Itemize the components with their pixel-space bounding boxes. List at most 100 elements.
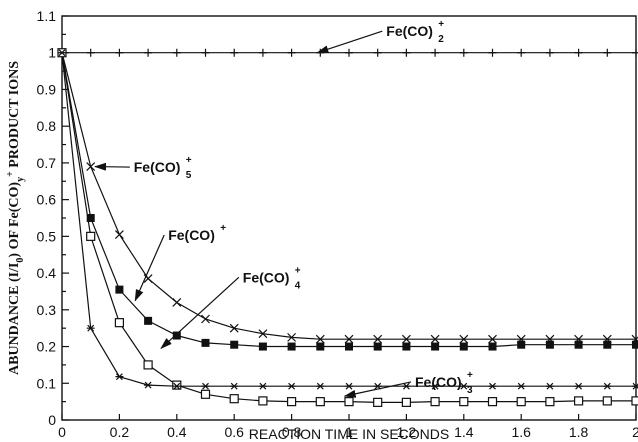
plus-marker (345, 48, 353, 57)
series-line (61, 52, 636, 387)
annotation-label: Fe(CO)2+ (386, 19, 444, 45)
plus-marker (402, 48, 411, 57)
filled-square-marker (373, 342, 382, 351)
asterisk-marker (574, 382, 583, 390)
asterisk-marker (287, 382, 296, 390)
x-tick-label: 0.8 (282, 424, 302, 440)
x-marker (229, 323, 239, 333)
asterisk-marker (316, 382, 325, 390)
filled-square-marker (172, 331, 181, 340)
plus-marker (517, 48, 526, 57)
filled-square-marker (258, 342, 267, 351)
plus-marker (115, 48, 124, 57)
asterisk-marker (488, 382, 497, 390)
plus-marker (488, 48, 497, 57)
filled-square-marker (115, 285, 124, 294)
open-square-marker (545, 397, 555, 407)
filled-square-marker (517, 340, 526, 349)
open-square-marker (459, 397, 469, 407)
plus-marker (632, 48, 638, 57)
annotation-label: Fe(CO)3+ (415, 370, 473, 396)
asterisk-marker (58, 49, 66, 57)
x-marker (344, 334, 354, 344)
annotation-arrow (94, 162, 130, 171)
asterisk-marker (86, 324, 95, 332)
x-marker (201, 314, 210, 324)
open-square-marker (487, 397, 498, 407)
plus-marker (431, 48, 440, 57)
series-line (61, 52, 636, 348)
y-tick-label: 0.3 (37, 302, 57, 318)
asterisk-marker (459, 382, 468, 390)
y-tick-label: 0.8 (37, 118, 57, 134)
open-square-marker (401, 397, 411, 407)
x-marker (258, 329, 268, 339)
asterisk-marker (144, 381, 153, 389)
open-square-marker (573, 396, 584, 406)
filled-square-marker (86, 214, 95, 222)
open-square-marker (344, 397, 354, 407)
x-tick-label: 1.4 (454, 424, 474, 440)
filled-square-marker (287, 342, 296, 351)
plus-marker (459, 48, 468, 57)
plus-marker (258, 48, 267, 57)
plus-marker (172, 48, 181, 57)
open-square-marker (172, 380, 182, 390)
y-tick-label: 1 (48, 45, 56, 61)
plus-marker (603, 48, 612, 57)
annotation-arrow (316, 30, 383, 54)
y-tick-label: 0.9 (37, 81, 57, 97)
x-marker (315, 334, 325, 344)
open-square-marker (143, 360, 153, 370)
asterisk-marker (517, 382, 526, 390)
axis-ticks (61, 15, 637, 421)
open-square-marker (602, 396, 612, 406)
open-square-marker (200, 389, 211, 399)
filled-square-marker (603, 340, 612, 349)
plus-marker (545, 48, 554, 57)
open-square-marker (315, 397, 325, 407)
asterisk-marker (545, 382, 554, 390)
filled-square-marker (488, 342, 497, 351)
y-tick-label: 0.4 (37, 265, 57, 281)
annotation-arrow (134, 234, 165, 302)
filled-square-marker (230, 340, 239, 349)
asterisk-marker (201, 382, 210, 390)
filled-square-marker (144, 316, 153, 325)
asterisk-marker (172, 382, 181, 390)
asterisk-marker (402, 382, 411, 390)
open-square-marker (373, 397, 383, 407)
open-square-marker (287, 397, 297, 407)
y-tick-label: 1.1 (37, 8, 57, 24)
asterisk-marker (431, 382, 440, 390)
open-square-marker (516, 397, 526, 407)
x-marker (114, 230, 124, 239)
filled-square-marker (201, 338, 210, 347)
plus-marker (230, 48, 239, 57)
filled-square-marker (632, 340, 638, 349)
filled-square-marker (402, 342, 411, 351)
series-markers (57, 48, 638, 407)
asterisk-marker (603, 382, 612, 390)
series-line (61, 52, 636, 340)
y-tick-labels: 0 0.1 0.2 0.3 0.4 0.5 0.6 0.7 0.8 0.9 1 1.1 (37, 8, 57, 428)
x-tick-label: 1 (345, 424, 353, 440)
open-square-marker (86, 231, 96, 241)
open-square-marker (229, 394, 239, 404)
open-square-marker (430, 397, 440, 407)
plot-frame (61, 15, 637, 421)
x-marker (430, 334, 440, 344)
y-axis-label: ABUNDANCE (I/I0) OF Fe(CO)y+ PRODUCT ION… (5, 61, 26, 375)
annotations: Fe(CO)2+ Fe(CO)5+ Fe(CO) + Fe(CO)4+ Fe(CO)3+ (94, 19, 473, 398)
x-tick-label: 0.6 (224, 424, 244, 440)
annotation-label: Fe(CO)5+ (134, 155, 192, 181)
annotation-arrow (160, 276, 240, 350)
x-axis-label: REACTION TIME IN SECONDS (249, 426, 449, 442)
filled-square-marker (316, 342, 325, 351)
y-tick-label: 0.6 (37, 192, 57, 208)
x-marker (373, 334, 383, 344)
annotation-label: Fe(CO)4+ (243, 265, 301, 291)
plus-marker (144, 48, 153, 57)
x-marker (86, 162, 96, 172)
x-marker (172, 298, 182, 307)
